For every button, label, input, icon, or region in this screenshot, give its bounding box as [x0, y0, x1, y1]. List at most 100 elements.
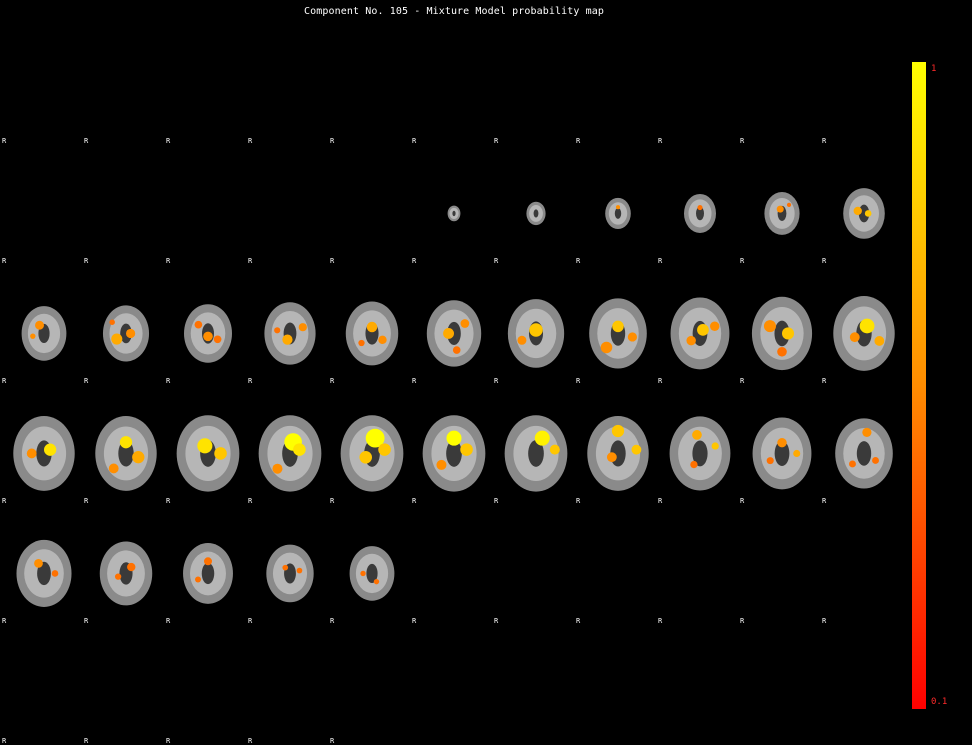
activation-blob — [446, 430, 462, 446]
orientation-marker-r: R — [822, 377, 827, 385]
activation-blob — [443, 328, 454, 339]
brain-ventricle — [37, 561, 51, 586]
orientation-marker-r: R — [166, 137, 171, 145]
brain-slice — [833, 296, 895, 371]
brain-ventricle — [692, 440, 708, 467]
activation-blob — [51, 570, 59, 577]
activation-blob — [686, 335, 696, 346]
orientation-marker-r: R — [166, 737, 171, 745]
brain-slice — [264, 302, 316, 365]
brain-slice — [669, 416, 731, 491]
orientation-marker-r: R — [412, 137, 417, 145]
activation-blob — [864, 210, 872, 217]
activation-blob — [127, 562, 136, 572]
activation-blob — [26, 448, 37, 459]
orientation-marker-r: R — [248, 737, 253, 745]
orientation-marker-r: R — [330, 257, 335, 265]
probability-colorbar — [912, 62, 926, 709]
activation-blob — [534, 430, 550, 446]
orientation-marker-r: R — [330, 377, 335, 385]
brain-slice — [751, 296, 813, 371]
orientation-marker-r: R — [248, 617, 253, 625]
activation-blob — [366, 321, 378, 333]
orientation-marker-r: R — [576, 137, 581, 145]
brain-slice — [835, 418, 893, 489]
brain-slice — [504, 415, 568, 492]
orientation-marker-r: R — [494, 497, 499, 505]
orientation-marker-r: R — [412, 257, 417, 265]
orientation-marker-r: R — [166, 497, 171, 505]
orientation-marker-r: R — [2, 617, 7, 625]
brain-slice — [95, 416, 157, 491]
orientation-marker-r: R — [2, 257, 7, 265]
brain-slice — [340, 415, 404, 492]
orientation-marker-r: R — [412, 377, 417, 385]
activation-blob — [195, 576, 202, 583]
activation-blob — [30, 333, 36, 339]
brain-ventricle — [452, 210, 456, 217]
orientation-marker-r: R — [2, 377, 7, 385]
orientation-marker-r: R — [84, 737, 89, 745]
activation-blob — [606, 452, 617, 463]
activation-blob — [460, 443, 473, 456]
activation-blob — [862, 427, 872, 437]
activation-blob — [436, 459, 447, 470]
activation-blob — [849, 332, 860, 343]
orientation-marker-r: R — [166, 617, 171, 625]
orientation-marker-r: R — [740, 137, 745, 145]
orientation-marker-r: R — [330, 137, 335, 145]
brain-slice — [447, 205, 461, 222]
activation-blob — [35, 320, 44, 330]
activation-blob — [517, 335, 527, 345]
activation-blob — [859, 318, 875, 334]
activation-blob — [282, 334, 293, 345]
activation-blob — [109, 319, 115, 325]
activation-blob — [274, 327, 281, 334]
activation-blob — [452, 346, 461, 354]
brain-slice — [345, 301, 399, 366]
orientation-marker-r: R — [822, 617, 827, 625]
activation-blob — [627, 332, 638, 342]
brain-slice — [684, 193, 716, 233]
orientation-marker-r: R — [412, 497, 417, 505]
brain-slice — [507, 299, 565, 368]
colorbar-min-label: 0.1 — [931, 697, 948, 707]
orientation-marker-r: R — [576, 377, 581, 385]
activation-blob — [793, 449, 801, 457]
orientation-marker-r: R — [740, 377, 745, 385]
activation-blob — [44, 443, 57, 456]
activation-blob — [711, 442, 719, 450]
colorbar-max-label: 1 — [931, 64, 937, 74]
brain-slice — [670, 297, 730, 370]
colorbar-gradient — [912, 62, 926, 709]
activation-blob — [34, 558, 43, 568]
activation-blob — [763, 320, 776, 333]
brain-slice — [605, 197, 631, 230]
orientation-marker-r: R — [248, 257, 253, 265]
brain-slice — [422, 415, 486, 492]
brain-slice — [16, 539, 72, 607]
orientation-marker-r: R — [248, 377, 253, 385]
activation-blob — [213, 335, 222, 344]
orientation-marker-r: R — [658, 617, 663, 625]
activation-blob — [114, 573, 122, 580]
brain-slice — [349, 546, 395, 601]
orientation-marker-r: R — [658, 257, 663, 265]
brain-slice — [21, 306, 67, 361]
activation-blob — [365, 428, 385, 448]
brain-ventricle — [120, 323, 132, 344]
orientation-marker-r: R — [330, 497, 335, 505]
activation-blob — [786, 202, 792, 207]
brain-slice — [764, 191, 800, 235]
brain-ventricle — [366, 563, 378, 583]
orientation-marker-r: R — [658, 377, 663, 385]
activation-blob — [697, 205, 703, 211]
brain-ventricle — [774, 440, 790, 466]
brain-slice — [587, 416, 649, 491]
activation-blob — [373, 578, 380, 585]
orientation-marker-r: R — [330, 737, 335, 745]
activation-blob — [126, 328, 136, 339]
activation-blob — [378, 335, 387, 345]
orientation-marker-r: R — [740, 497, 745, 505]
activation-blob — [611, 424, 625, 438]
